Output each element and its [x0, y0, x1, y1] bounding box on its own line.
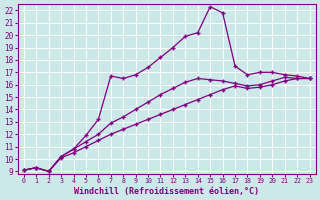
X-axis label: Windchill (Refroidissement éolien,°C): Windchill (Refroidissement éolien,°C): [74, 187, 259, 196]
